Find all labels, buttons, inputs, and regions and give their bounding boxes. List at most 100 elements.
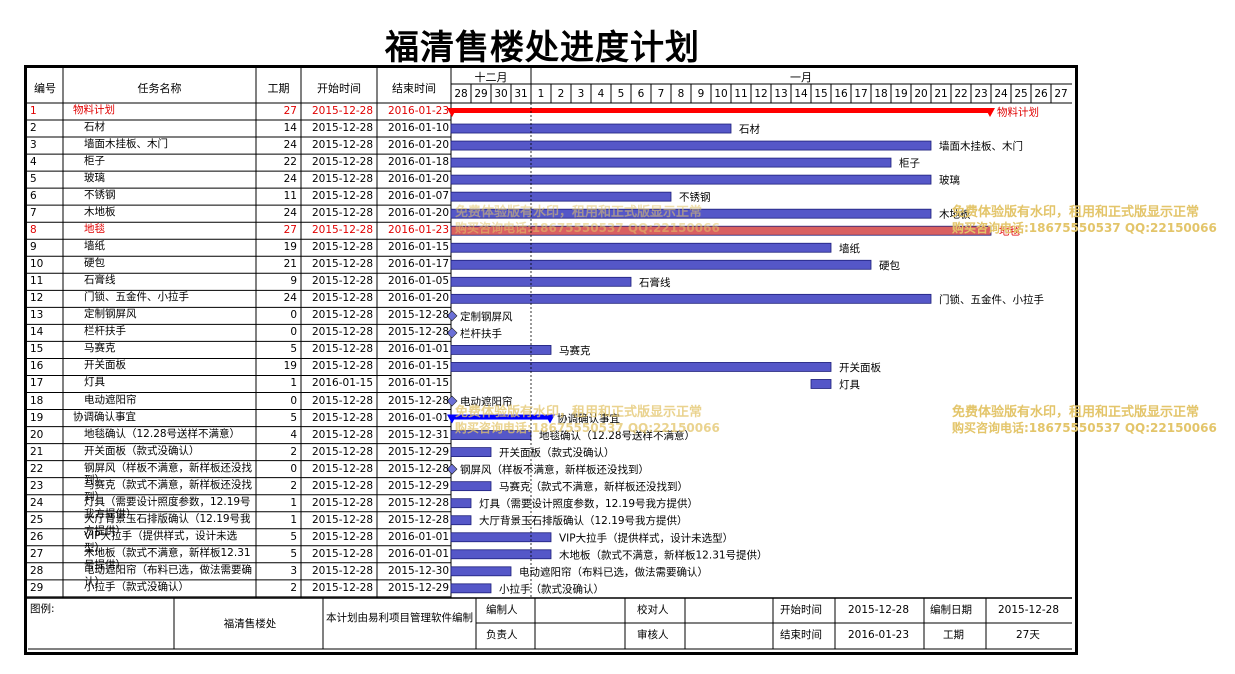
bar-label: 地毯: [999, 225, 1020, 238]
day-label: 28: [454, 88, 468, 100]
task-bar: [450, 345, 552, 355]
bar-label: 大厅背景玉石排版确认（12.19号我方提供）: [479, 514, 688, 527]
task-duration: 1: [290, 377, 297, 390]
task-duration: 27: [283, 224, 297, 237]
task-start: 2015-12-28: [312, 496, 374, 509]
summary-cap-start: [447, 108, 457, 117]
task-id: 3: [30, 139, 37, 152]
task-start: 2015-12-28: [312, 173, 374, 186]
task-name: 地毯确认（12.28号送样不满意）: [84, 427, 241, 440]
bar-label: 石材: [739, 123, 760, 136]
task-end: 2016-01-01: [388, 547, 450, 560]
day-label: 18: [874, 88, 888, 100]
bar-label: 木地板（款式不满意，新样板12.31号提供）: [559, 548, 768, 561]
day-label: 19: [894, 88, 908, 100]
task-bar: [450, 515, 472, 526]
bar-label: 协调确认事宜: [557, 412, 620, 425]
task-start: 2015-12-28: [312, 241, 374, 254]
day-label: 24: [994, 88, 1008, 100]
task-start: 2015-12-28: [312, 479, 374, 492]
task-duration: 19: [283, 360, 297, 373]
task-bar: [450, 191, 672, 202]
task-end: 2016-01-15: [388, 360, 450, 373]
task-id: 10: [30, 258, 44, 271]
task-name: 门锁、五金件、小拉手: [84, 291, 189, 304]
day-label: 15: [814, 88, 828, 100]
task-id: 2: [30, 122, 37, 135]
task-start: 2015-12-28: [312, 105, 374, 117]
task-bar: [450, 208, 932, 219]
day-label: 21: [934, 88, 948, 100]
day-label: 29: [474, 88, 488, 100]
task-duration: 22: [283, 156, 297, 169]
task-name: 电动遮阳帘: [84, 393, 137, 406]
task-bar: [450, 481, 492, 492]
preparer-label: 编制人: [486, 604, 518, 616]
task-name: 钢屏风（样板不满意，新样板还没找到）: [84, 461, 252, 486]
task-name: 大厅背景玉石排版确认（12.19号我方提供）: [84, 512, 251, 537]
task-end: 2016-01-23: [388, 105, 450, 117]
task-bar: [450, 532, 552, 543]
task-name: 定制钢屏风: [84, 308, 137, 321]
task-name: 栏杆扶手: [84, 325, 126, 338]
task-start: 2015-12-28: [312, 530, 374, 543]
day-label: 2: [557, 88, 565, 100]
task-duration: 24: [283, 139, 297, 152]
task-duration: 21: [283, 258, 297, 271]
bar-label: 墙面木挂板、木门: [939, 140, 1023, 153]
task-bar: [450, 583, 492, 594]
task-start: 2015-12-28: [312, 428, 374, 441]
day-label: 16: [834, 88, 848, 100]
page-title: 福清售楼处进度计划: [385, 28, 700, 68]
task-end: 2016-01-20: [388, 207, 450, 220]
task-duration: 5: [290, 530, 297, 543]
task-end: 2015-12-29: [388, 479, 450, 492]
watermark-3a: 免费体验版有水印，租用和正式版显示正常: [455, 405, 703, 420]
task-duration: 11: [283, 190, 297, 203]
task-end: 2016-01-15: [388, 241, 450, 254]
task-start: 2015-12-28: [312, 581, 374, 594]
task-bar: [450, 362, 832, 372]
task-duration: 19: [283, 241, 297, 254]
task-end: 2016-01-10: [388, 122, 450, 135]
day-label: 9: [697, 88, 705, 100]
task-end: 2015-12-31: [388, 428, 450, 441]
day-label: 30: [494, 88, 508, 100]
task-bar: [450, 276, 632, 287]
task-duration: 9: [290, 275, 297, 288]
task-start: 2015-12-28: [312, 513, 374, 526]
bar-label: VIP大拉手（提供样式，设计未选型）: [559, 531, 733, 544]
reviewer-label: 审核人: [637, 629, 669, 641]
day-label: 4: [597, 88, 605, 100]
task-name: 木地板（款式不满意，新样板12.31号提供）: [84, 546, 251, 571]
task-id: 19: [30, 411, 44, 424]
task-id: 7: [30, 207, 37, 220]
task-start: 2015-12-28: [312, 564, 374, 577]
task-id: 27: [30, 547, 44, 560]
task-duration: 27: [283, 105, 297, 117]
milestone-marker: [446, 463, 458, 475]
legend-label: 图例:: [30, 603, 55, 615]
task-name: 墙面木挂板、木门: [84, 138, 168, 151]
task-name: 地毯: [84, 223, 105, 236]
task-bar: [450, 566, 512, 577]
task-end: 2015-12-28: [388, 326, 450, 339]
owner-label: 负责人: [486, 629, 518, 641]
task-id: 1: [30, 105, 37, 117]
task-end: 2016-01-01: [388, 411, 450, 424]
task-id: 29: [30, 581, 44, 594]
task-bar: [450, 498, 472, 509]
bar-label: 马赛克（款式不满意，新样板还没找到）: [499, 480, 688, 493]
task-end: 2015-12-30: [388, 564, 450, 577]
task-bar: [450, 157, 892, 168]
task-duration: 24: [283, 292, 297, 305]
bar-label: 钢屏风（样板不满意，新样板还没找到）: [460, 463, 649, 476]
task-id: 16: [30, 360, 44, 373]
task-id: 28: [30, 564, 44, 577]
start-time-label: 开始时间: [780, 604, 822, 616]
task-id: 15: [30, 343, 44, 356]
task-name: 石膏线: [84, 274, 116, 287]
column-header-duration: 工期: [267, 82, 290, 95]
task-start: 2015-12-28: [312, 275, 374, 288]
